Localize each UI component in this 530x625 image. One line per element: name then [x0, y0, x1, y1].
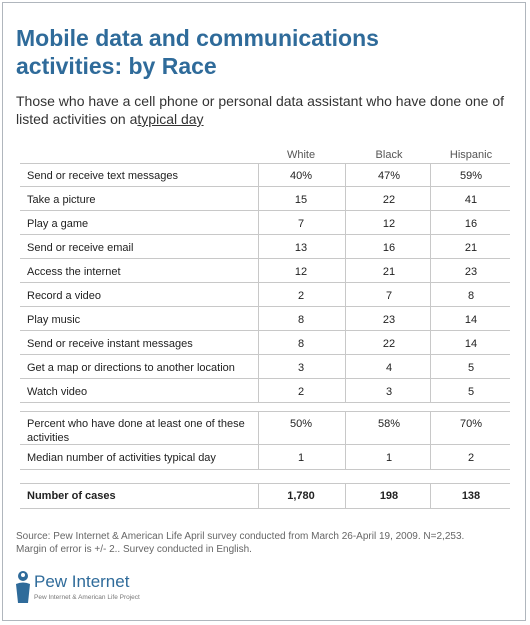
cell-white: 12	[294, 266, 308, 278]
cell-black: 22	[382, 194, 396, 206]
cell-white: 50%	[289, 418, 313, 430]
pew-logo: Pew Internet Pew Internet & American Lif…	[14, 570, 154, 610]
column-divider	[345, 483, 346, 509]
row-label: Play a game	[27, 218, 89, 230]
logo-subtext: Pew Internet & American Life Project	[34, 594, 140, 601]
cell-black: 1	[385, 452, 393, 464]
cell-hispanic: 5	[467, 386, 475, 398]
column-divider	[258, 163, 259, 403]
cell-white: 7	[297, 218, 305, 230]
chart-frame	[2, 2, 526, 621]
cell-white: 1,780	[287, 490, 315, 502]
cell-white: 15	[294, 194, 308, 206]
row-label: Get a map or directions to another locat…	[27, 362, 235, 374]
cell-hispanic: 16	[464, 218, 478, 230]
cell-black: 47%	[377, 170, 401, 182]
cell-black: 4	[385, 362, 393, 374]
table-row: Get a map or directions to another locat…	[20, 355, 510, 379]
cases-top-rule	[20, 483, 510, 484]
row-label: Send or receive instant messages	[27, 338, 193, 350]
cell-white: 2	[297, 290, 305, 302]
column-divider	[258, 483, 259, 509]
cell-black: 7	[385, 290, 393, 302]
chart-title: Mobile data and communications activitie…	[16, 25, 379, 79]
cell-white: 3	[297, 362, 305, 374]
cell-hispanic: 2	[467, 452, 475, 464]
cell-black: 3	[385, 386, 393, 398]
summary-top-rule	[20, 411, 510, 412]
summary-row: Percent who have done at least one of th…	[20, 411, 510, 445]
column-header-hispanic: Hispanic	[449, 149, 493, 161]
row-label: Send or receive email	[27, 242, 134, 254]
table-row: Watch video 2 3 5	[20, 379, 510, 403]
column-divider	[345, 411, 346, 470]
column-divider	[430, 411, 431, 470]
cell-black: 58%	[377, 418, 401, 430]
column-header-black: Black	[375, 149, 403, 161]
column-header-white: White	[286, 149, 316, 161]
row-label: Median number of activities typical day	[27, 452, 216, 464]
row-label: Access the internet	[27, 266, 121, 278]
pew-figure-icon	[16, 571, 30, 603]
cell-black: 198	[379, 490, 399, 502]
subtitle-text: Those who have a cell phone or personal …	[16, 93, 504, 127]
column-divider	[430, 163, 431, 403]
table-row: Send or receive text messages 40% 47% 59%	[20, 163, 510, 187]
cell-hispanic: 59%	[459, 170, 483, 182]
cell-white: 40%	[289, 170, 313, 182]
logo-text: Pew Internet	[34, 572, 130, 591]
source-note: Source: Pew Internet & American Life Apr…	[16, 530, 506, 556]
cell-hispanic: 23	[464, 266, 478, 278]
cell-white: 1	[297, 452, 305, 464]
column-divider	[345, 163, 346, 403]
cell-hispanic: 8	[467, 290, 475, 302]
row-label: Watch video	[27, 386, 88, 398]
cell-white: 13	[294, 242, 308, 254]
summary-row: Median number of activities typical day 1…	[20, 445, 510, 470]
table-row: Play a game 7 12 16	[20, 211, 510, 235]
cases-row: Number of cases 1,780 198 138	[20, 483, 510, 509]
row-label: Record a video	[27, 290, 101, 302]
table-row: Play music 8 23 14	[20, 307, 510, 331]
cell-hispanic: 5	[467, 362, 475, 374]
source-line-1: Source: Pew Internet & American Life Apr…	[16, 531, 465, 542]
cell-hispanic: 70%	[459, 418, 483, 430]
cell-black: 23	[382, 314, 396, 326]
table-row: Record a video 2 7 8	[20, 283, 510, 307]
cell-hispanic: 14	[464, 314, 478, 326]
row-label: Play music	[27, 314, 81, 326]
row-label: Percent who have done at least one of th…	[27, 418, 245, 444]
subtitle-link[interactable]: typical day	[137, 111, 204, 127]
column-divider	[430, 483, 431, 509]
table-top-rule	[20, 163, 510, 164]
cell-black: 21	[382, 266, 396, 278]
row-label: Take a picture	[27, 194, 96, 206]
cell-hispanic: 14	[464, 338, 478, 350]
cell-white: 8	[297, 314, 305, 326]
table-row: Access the internet 12 21 23	[20, 259, 510, 283]
column-divider	[258, 411, 259, 470]
table-row: Send or receive instant messages 8 22 14	[20, 331, 510, 355]
cell-black: 22	[382, 338, 396, 350]
table-row: Send or receive email 13 16 21	[20, 235, 510, 259]
cell-hispanic: 138	[461, 490, 481, 502]
row-label: Send or receive text messages	[27, 170, 179, 182]
cell-black: 12	[382, 218, 396, 230]
cell-hispanic: 21	[464, 242, 478, 254]
cell-white: 2	[297, 386, 305, 398]
cell-hispanic: 41	[464, 194, 478, 206]
row-label: Number of cases	[27, 490, 116, 502]
chart-subtitle: Those who have a cell phone or personal …	[16, 92, 506, 128]
table-row: Take a picture 15 22 41	[20, 187, 510, 211]
cell-black: 16	[382, 242, 396, 254]
source-line-2: Margin of error is +/- 2.. Survey conduc…	[16, 544, 252, 555]
cell-white: 8	[297, 338, 305, 350]
